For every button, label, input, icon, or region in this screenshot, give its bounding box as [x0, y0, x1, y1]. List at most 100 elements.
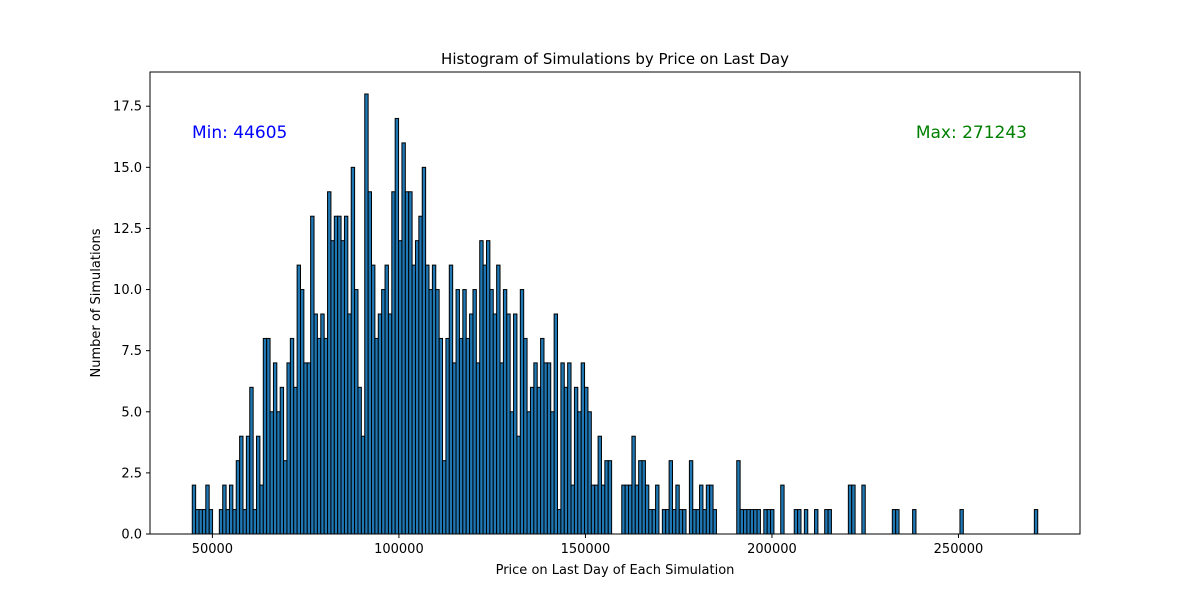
- histogram-bar: [327, 191, 332, 535]
- histogram-bar: [587, 411, 592, 535]
- histogram-bar: [861, 484, 866, 535]
- histogram-bar: [526, 411, 531, 535]
- histogram-bar: [699, 484, 704, 535]
- histogram-bar: [648, 509, 653, 535]
- x-tick-label: 250000: [934, 542, 984, 557]
- y-tick-label: 12.5: [113, 222, 142, 237]
- histogram-bar: [201, 509, 207, 535]
- histogram-bar: [624, 484, 630, 535]
- histogram-bar: [739, 509, 745, 535]
- histogram-bar: [597, 435, 602, 535]
- histogram-bar: [431, 264, 437, 535]
- histogram-bar: [485, 240, 491, 535]
- histogram-bar: [516, 435, 521, 535]
- histogram-bar: [712, 509, 717, 535]
- histogram-bar: [401, 142, 406, 535]
- histogram-bar: [895, 509, 900, 535]
- histogram-bar: [513, 313, 518, 535]
- histogram-bar: [766, 509, 772, 535]
- histogram-bar: [570, 484, 575, 535]
- y-axis: 0.0 2.5 5.0 7.5 10.0 12.5 15.0 17.5: [113, 100, 150, 543]
- histogram-bar: [793, 509, 799, 535]
- histogram-bar: [394, 117, 400, 535]
- histogram-bar: [827, 509, 832, 535]
- histogram-bar: [381, 289, 386, 535]
- histogram-bar: [536, 386, 542, 535]
- histogram-bar: [847, 484, 853, 535]
- histogram-bar: [228, 484, 234, 535]
- histogram-bar: [232, 509, 237, 535]
- histogram-bar: [577, 411, 582, 535]
- histogram-bar: [675, 484, 680, 535]
- histogram-bar: [222, 484, 227, 535]
- histogram-bar: [604, 460, 609, 535]
- histogram-bar: [343, 215, 349, 535]
- histogram-bar: [266, 337, 271, 535]
- histogram-bar: [797, 509, 802, 535]
- histogram-bar: [573, 386, 579, 535]
- histogram-bar: [262, 337, 268, 535]
- histogram-bar: [546, 362, 552, 535]
- bars-group: [191, 93, 1039, 535]
- histogram-bar: [435, 289, 440, 535]
- histogram-bar: [628, 484, 633, 535]
- histogram-bar: [621, 484, 626, 535]
- histogram-bar: [557, 509, 562, 535]
- histogram-bar: [651, 509, 657, 535]
- histogram-bar: [644, 484, 650, 535]
- min-annotation: Min: 44605: [192, 123, 287, 143]
- y-axis-label: Number of Simulations: [89, 228, 104, 377]
- histogram-bar: [357, 386, 362, 535]
- histogram-bar: [245, 435, 251, 535]
- histogram-bar: [746, 509, 751, 535]
- y-tick-label: 10.0: [113, 283, 142, 298]
- histogram-bar: [688, 460, 694, 535]
- histogram-bar: [912, 509, 917, 535]
- histogram-bar: [506, 313, 511, 535]
- histogram-bar: [475, 362, 481, 535]
- histogram-bar: [414, 240, 420, 535]
- histogram-bar: [851, 484, 856, 535]
- x-tick-label: 200000: [747, 542, 797, 557]
- histogram-bar: [891, 509, 897, 535]
- histogram-bar: [279, 386, 285, 535]
- histogram-bar: [340, 240, 345, 535]
- histogram-bar: [448, 264, 454, 535]
- histogram-bar: [374, 337, 379, 535]
- plot-frame: [149, 71, 1081, 535]
- histogram-bar: [455, 289, 460, 535]
- histogram-bar: [594, 484, 599, 535]
- histogram-bar: [600, 484, 606, 535]
- histogram-bar: [320, 313, 325, 535]
- histogram-bar: [256, 435, 261, 535]
- histogram-bar: [814, 509, 819, 535]
- histogram-bar: [496, 264, 501, 535]
- histogram-bar: [655, 484, 660, 535]
- chart-title: Histogram of Simulations by Price on Las…: [441, 50, 789, 68]
- max-annotation: Max: 271243: [916, 123, 1027, 143]
- y-tick-label: 5.0: [121, 405, 142, 420]
- histogram-bar: [705, 484, 711, 535]
- y-tick-label: 2.5: [121, 466, 142, 481]
- histogram-bar: [580, 362, 586, 535]
- histogram-bar: [692, 509, 697, 535]
- histogram-bar: [269, 411, 274, 535]
- histogram-bar: [695, 509, 701, 535]
- histogram-bar: [205, 484, 210, 535]
- histogram-bar: [384, 264, 389, 535]
- histogram-bar: [225, 509, 230, 535]
- histogram-bar: [465, 337, 471, 535]
- histogram-bar: [316, 337, 322, 535]
- histogram-bar: [770, 509, 775, 535]
- histogram-bar: [462, 289, 467, 535]
- x-axis-label: Price on Last Day of Each Simulation: [496, 563, 735, 578]
- histogram-bar: [438, 337, 444, 535]
- histogram-bar: [259, 484, 264, 535]
- histogram-bar: [661, 509, 667, 535]
- histogram-bar: [533, 362, 538, 535]
- histogram-bar: [276, 411, 281, 535]
- histogram-bar: [584, 386, 589, 535]
- histogram-bar: [313, 313, 318, 535]
- histogram-bar: [492, 313, 498, 535]
